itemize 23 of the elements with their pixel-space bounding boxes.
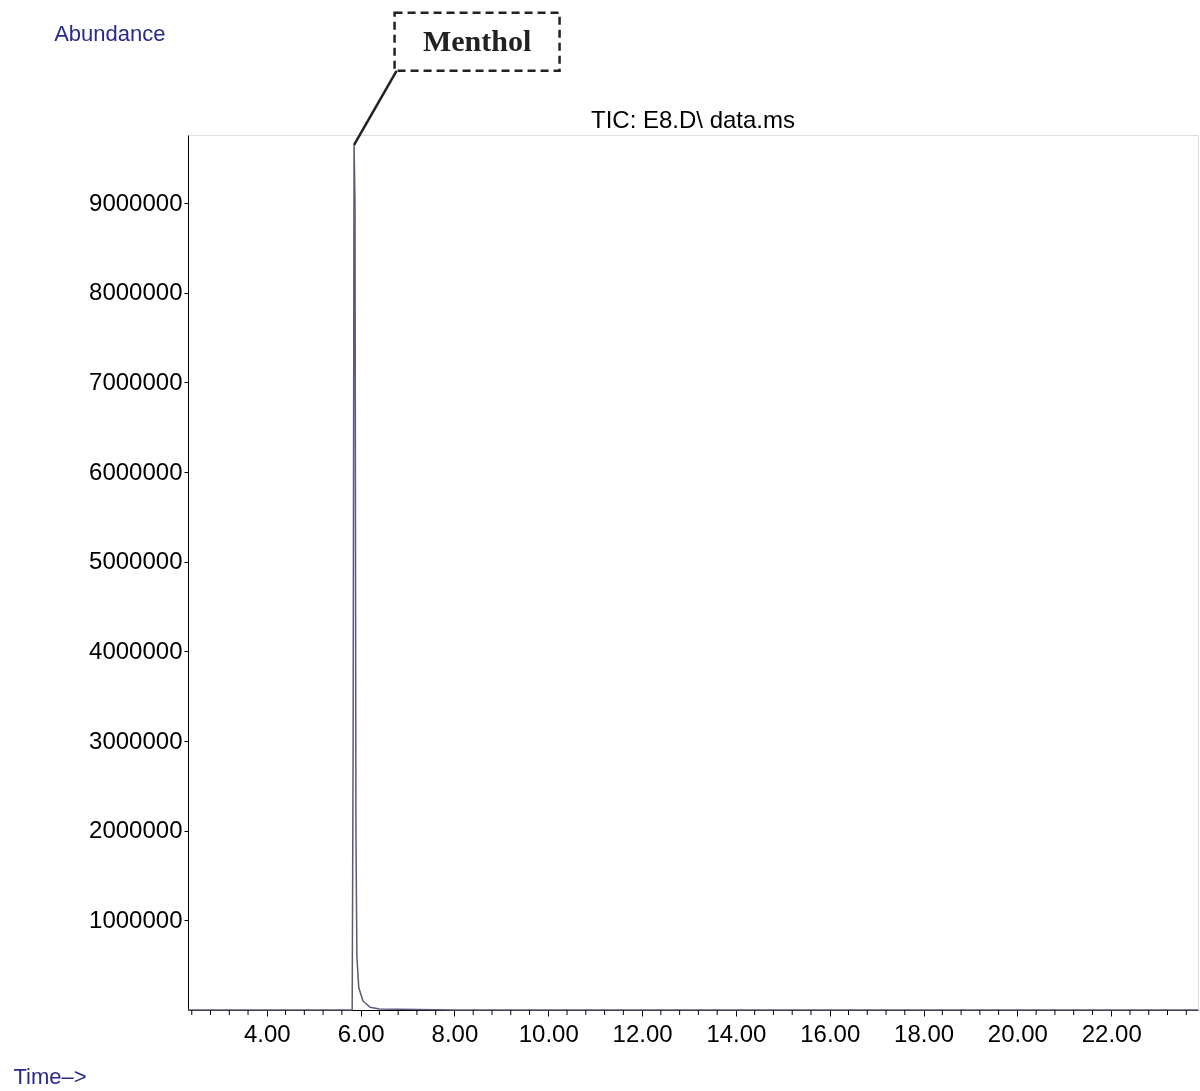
x-tick-label: 18.00 (894, 1019, 955, 1047)
x-tick-label: 6.00 (337, 1019, 385, 1047)
y-tick-label: 1000000 (89, 905, 183, 933)
y-tick-label: 9000000 (89, 188, 183, 216)
x-tick-label: 8.00 (431, 1019, 479, 1047)
x-tick-label: 14.00 (706, 1019, 767, 1047)
y-tick-label: 7000000 (89, 367, 183, 395)
chart-title: TIC: E8.D\ data.ms (590, 106, 796, 133)
annotation: Menthol (422, 23, 532, 57)
x-tick-label: 20.00 (987, 1019, 1048, 1047)
y-tick-label: 3000000 (89, 726, 183, 754)
x-tick-label: 16.00 (800, 1019, 861, 1047)
y-axis-title: Abundance (54, 20, 166, 46)
y-tick-label: 4000000 (89, 636, 183, 664)
y-tick-label: 2000000 (89, 816, 183, 844)
x-tick-label: 10.00 (518, 1019, 579, 1047)
x-tick-label: 22.00 (1081, 1019, 1142, 1047)
y-tick-label: 6000000 (89, 457, 183, 485)
y-tick-label: 5000000 (89, 547, 183, 575)
y-tick-label: 8000000 (89, 278, 183, 306)
x-tick-label: 12.00 (612, 1019, 673, 1047)
x-tick-label: 4.00 (243, 1019, 291, 1047)
x-axis-title: Time–> (13, 1063, 87, 1089)
